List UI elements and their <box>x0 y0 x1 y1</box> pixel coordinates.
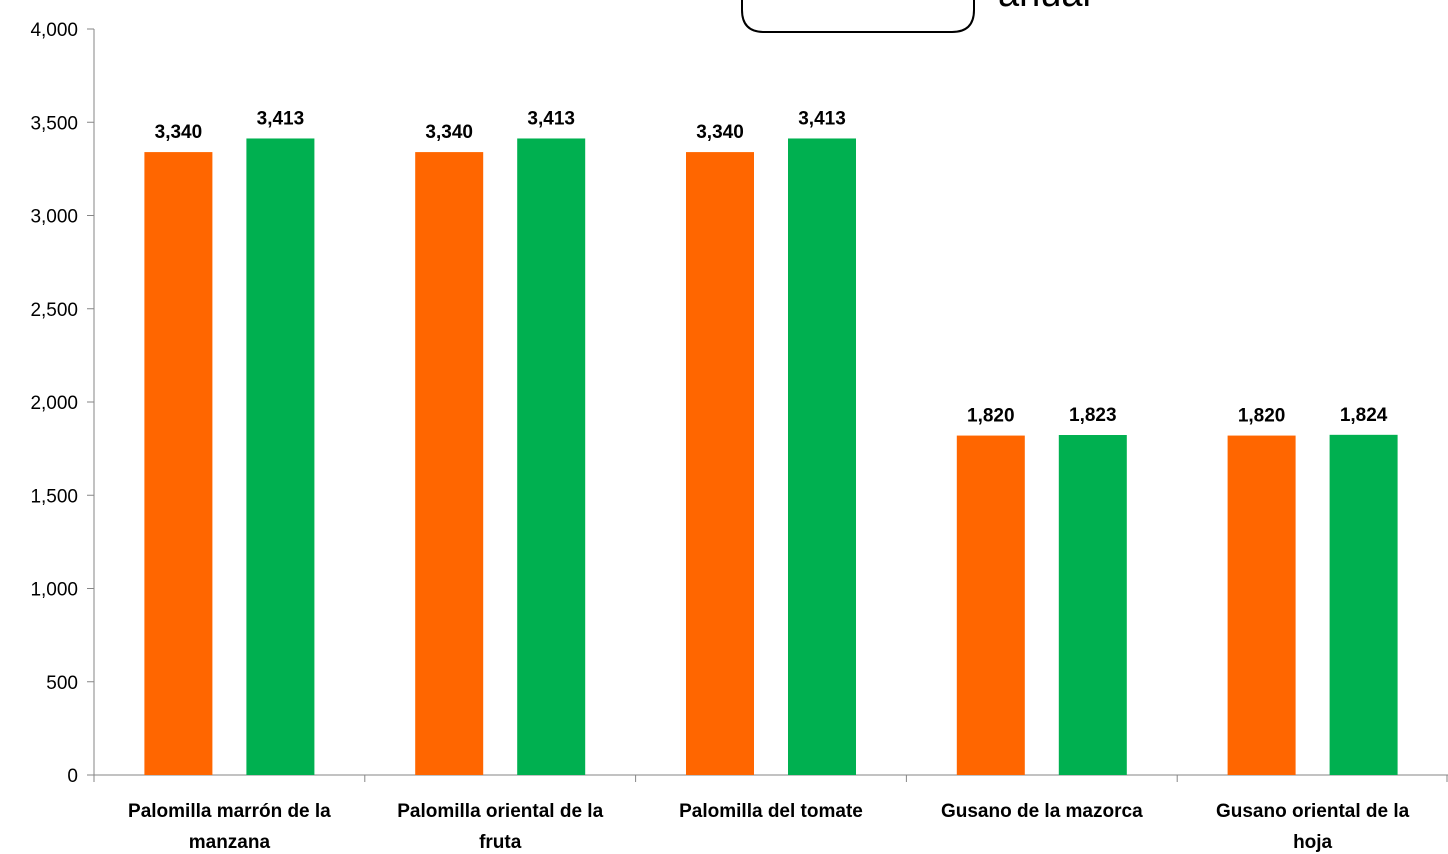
callout-text: anual <box>998 0 1091 15</box>
y-tick-label: 3,000 <box>30 207 78 228</box>
x-category-label: Palomilla oriental de la <box>397 801 603 822</box>
bar <box>788 138 856 775</box>
bar <box>1330 435 1398 775</box>
x-category-label: manzana <box>189 832 271 853</box>
data-label: 1,820 <box>1238 406 1286 427</box>
x-category-label: fruta <box>479 832 522 853</box>
y-tick-label: 3,500 <box>30 113 78 134</box>
bars <box>144 138 1397 775</box>
data-label: 1,823 <box>1069 405 1117 426</box>
x-category-label: Gusano de la mazorca <box>941 801 1143 822</box>
callout-shape: anual <box>742 0 1091 32</box>
data-label: 3,413 <box>527 108 575 129</box>
x-category-label: hoja <box>1293 832 1332 853</box>
y-tick-label: 500 <box>46 673 78 694</box>
x-axis: Palomilla marrón de la manzana Palomilla o… <box>94 775 1448 853</box>
data-label: 1,820 <box>967 406 1015 427</box>
callout-box <box>742 0 974 32</box>
data-label: 3,340 <box>696 122 744 143</box>
data-label: 3,413 <box>257 108 305 129</box>
data-label: 1,824 <box>1340 405 1388 426</box>
bar <box>686 152 754 775</box>
x-category-label: Palomilla del tomate <box>679 801 863 822</box>
y-tick-label: 2,000 <box>30 393 78 414</box>
data-label: 3,413 <box>798 108 846 129</box>
x-category-label: Palomilla marrón de la <box>128 801 331 822</box>
data-label: 3,340 <box>425 122 473 143</box>
y-tick-label: 1,000 <box>30 580 78 601</box>
bar <box>246 138 314 775</box>
bar <box>1228 436 1296 775</box>
bar <box>517 138 585 775</box>
y-axis: 0 500 1,000 1,500 2,000 2,500 3,000 3,500 4,000 <box>30 20 94 787</box>
y-tick-label: 4,000 <box>30 20 78 41</box>
bar <box>415 152 483 775</box>
bar <box>957 436 1025 775</box>
bar <box>144 152 212 775</box>
y-tick-label: 0 <box>67 766 78 787</box>
data-labels: 3,340 3,340 3,340 1,820 1,820 3,413 3,413 3,413… <box>155 108 1388 426</box>
x-category-label: Gusano oriental de la <box>1216 801 1410 822</box>
bar <box>1059 435 1127 775</box>
data-label: 3,340 <box>155 122 203 143</box>
y-tick-label: 2,500 <box>30 300 78 321</box>
y-tick-label: 1,500 <box>30 486 78 507</box>
